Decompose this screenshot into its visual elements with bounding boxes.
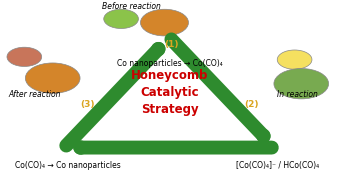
Text: Co(CO)₄ → Co nanoparticles: Co(CO)₄ → Co nanoparticles (15, 161, 121, 170)
Text: Honeycomb
Catalytic
Strategy: Honeycomb Catalytic Strategy (131, 69, 208, 116)
Circle shape (277, 50, 312, 69)
Text: (3): (3) (81, 100, 95, 108)
Text: In reaction: In reaction (277, 90, 318, 99)
Text: (2): (2) (244, 100, 258, 108)
Circle shape (274, 68, 329, 99)
Text: Co nanoparticles → Co(CO)₄: Co nanoparticles → Co(CO)₄ (117, 59, 222, 68)
Circle shape (141, 9, 188, 36)
Circle shape (25, 63, 80, 93)
Polygon shape (88, 53, 251, 139)
Text: After reaction: After reaction (8, 90, 61, 99)
Text: [Co(CO)₄]⁻ / HCo(CO)₄: [Co(CO)₄]⁻ / HCo(CO)₄ (236, 161, 319, 170)
Text: (1): (1) (164, 40, 178, 49)
Circle shape (7, 47, 42, 67)
Circle shape (104, 9, 139, 29)
Text: Before reaction: Before reaction (102, 2, 160, 12)
